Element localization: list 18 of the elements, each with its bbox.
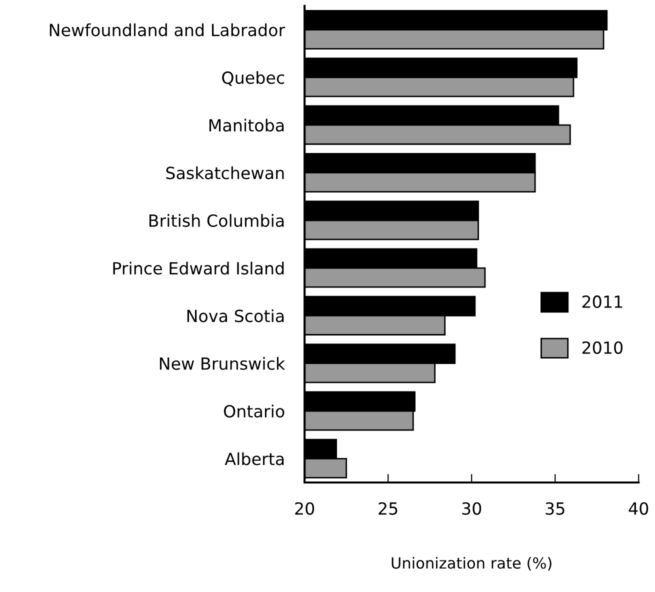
y-tick-label: Alberta: [224, 452, 284, 466]
y-tick-label: Prince Edward Island: [113, 262, 284, 275]
y-tick-label: Newfoundland and Labrador: [50, 23, 286, 36]
y-tick-label: Nova Scotia: [187, 309, 284, 322]
y-tick-label: Ontario: [224, 404, 284, 418]
y-tick-label: Manitoba: [209, 118, 284, 132]
y-tick-label: British Columbia: [149, 214, 284, 227]
x-tick-label: 30: [462, 502, 482, 515]
y-tick-label: Quebec: [222, 71, 284, 86]
y-tick-label: Saskatchewan: [166, 166, 284, 180]
y-tick-label: New Brunswick: [160, 357, 286, 370]
x-tick-label: 40: [628, 502, 648, 515]
x-tick-label: 35: [546, 502, 564, 515]
x-tick-label: 20: [295, 502, 314, 515]
legend-label: 2010: [582, 341, 623, 354]
legend-label: 2011: [582, 295, 622, 308]
x-tick-label: 25: [378, 502, 398, 515]
x-axis-title: Unionization rate (%): [392, 556, 552, 571]
